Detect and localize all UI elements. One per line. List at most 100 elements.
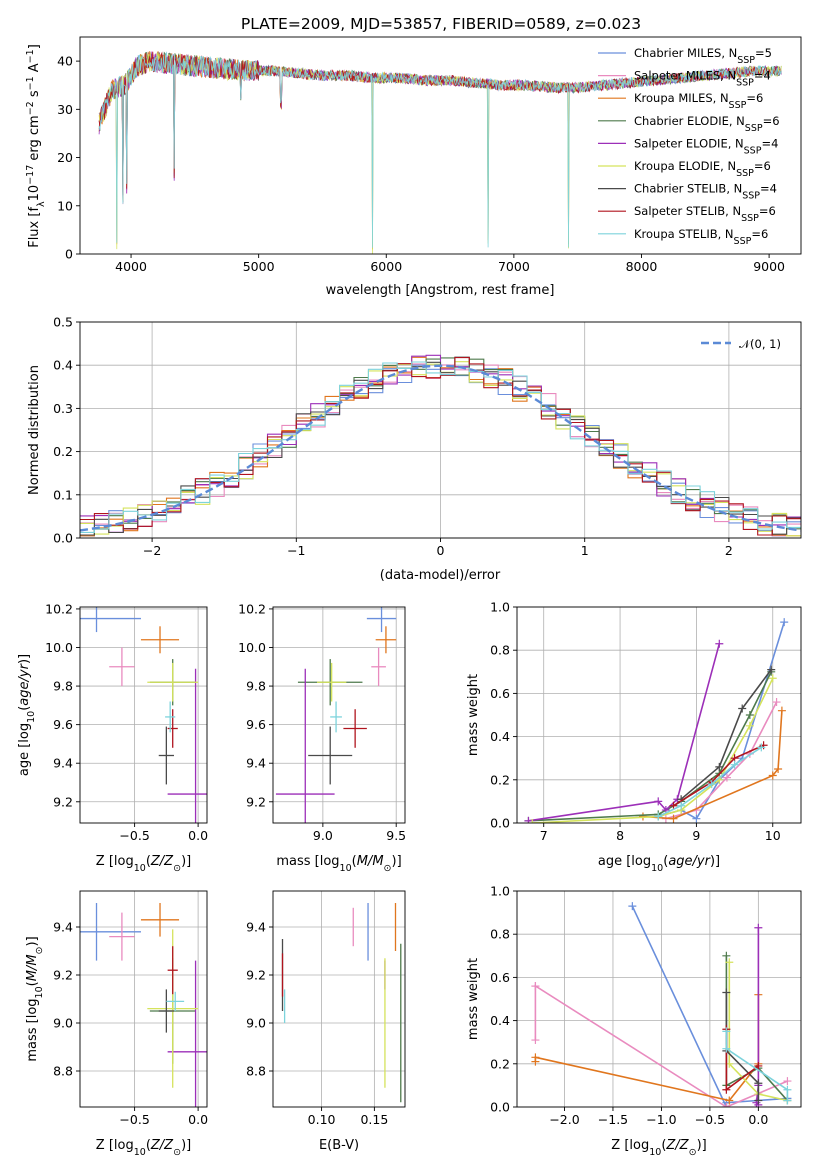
- plus-marker: [654, 812, 663, 821]
- plus-marker: [715, 762, 724, 771]
- y-axis-label: mass weight: [466, 674, 481, 756]
- axes-frame: [79, 890, 208, 1108]
- panel-mass-weight-vs-Z: −2.0 −1.5 −1.0 −0.5 0.0 0.0 0.2 0.4 0.6 0.8 1.0 Z […: [466, 884, 802, 1158]
- plus-marker: [669, 814, 678, 823]
- x-tick-label: 0.0: [188, 1112, 208, 1127]
- y-tick-label: 9.2: [246, 968, 266, 983]
- plus-marker: [738, 704, 747, 713]
- y-tick-label: 9.8: [246, 679, 266, 694]
- plus-marker: [722, 988, 731, 997]
- plus-marker: [669, 801, 678, 810]
- series-line: [725, 992, 760, 1101]
- plus-marker: [774, 765, 783, 773]
- plus-marker: [722, 951, 731, 960]
- plus-marker: [783, 1096, 792, 1105]
- x-axis-label: (data-model)/error: [380, 568, 501, 583]
- y-tick-label: 9.4: [246, 920, 266, 935]
- x-tick-label: −0.5: [119, 828, 149, 843]
- y-tick-label: 10.0: [238, 640, 266, 655]
- plus-marker: [730, 760, 739, 769]
- x-tick-label: 2: [725, 543, 733, 558]
- axes-frame: [79, 36, 802, 255]
- series-line: [528, 671, 772, 822]
- error-bar-point: [80, 903, 141, 961]
- y-tick-label: 0.4: [490, 1013, 510, 1028]
- plus-marker: [707, 780, 716, 789]
- error-bar-point: [330, 701, 342, 733]
- plus-marker: [524, 816, 533, 823]
- legend-label: Chabrier ELODIE, NSSP=6: [634, 114, 780, 134]
- x-tick-label: 6000: [370, 259, 402, 274]
- panel-mass-vs-EBV: 0.10 0.15 8.8 9.0 9.2 9.4 E(B-V): [246, 890, 406, 1153]
- error-bar-point: [80, 607, 141, 633]
- y-tick-label: 30: [57, 102, 73, 117]
- y-tick-label: 8.8: [53, 1064, 73, 1079]
- y-tick-label: 9.0: [53, 1016, 73, 1031]
- plus-marker: [777, 706, 786, 715]
- plus-marker: [772, 698, 781, 707]
- panel-mass-vs-Z: −0.5 0.0 8.8 9.0 9.2 9.4 Z [log10(Z/Z⊙)] mass […: [25, 890, 208, 1158]
- y-tick-label: 0.8: [490, 643, 510, 658]
- plot-area: [80, 903, 207, 1107]
- plot-area: [80, 354, 801, 537]
- plot-area: [531, 902, 792, 1107]
- y-tick-label: 9.2: [53, 968, 73, 983]
- axes-frame: [516, 890, 802, 1108]
- legend-label: Kroupa STELIB, NSSP=6: [634, 227, 768, 247]
- legend-label: Chabrier MILES, NSSP=5: [634, 46, 772, 66]
- plus-marker: [715, 639, 724, 648]
- y-tick-label: 10.2: [45, 601, 73, 616]
- x-tick-label: −1: [287, 543, 305, 558]
- panel-spectrum: 4000 5000 6000 7000 8000 9000 0 10 20 30 40 Chabrie…: [25, 36, 802, 298]
- legend-label: 𝒩(0, 1): [739, 337, 781, 351]
- x-axis-label: E(B-V): [319, 1138, 359, 1153]
- x-tick-label: 7: [540, 828, 548, 843]
- y-tick-label: 9.8: [53, 679, 73, 694]
- y-axis-label: age [log10(age/yr)]: [17, 654, 37, 776]
- x-tick-label: 9000: [753, 259, 785, 274]
- plus-marker: [745, 711, 754, 719]
- x-tick-label: 7000: [498, 259, 530, 274]
- plus-marker: [722, 773, 731, 782]
- plus-marker: [768, 771, 777, 780]
- plus-marker: [754, 923, 763, 932]
- error-bar-point: [167, 960, 207, 1107]
- error-bar-point: [140, 903, 180, 937]
- x-tick-label: −2.0: [549, 1112, 579, 1127]
- x-tick-label: −0.5: [119, 1112, 149, 1127]
- axes-frame: [272, 606, 406, 824]
- plus-marker: [780, 618, 789, 627]
- plot-area: [281, 903, 402, 1103]
- plus-marker: [628, 902, 637, 911]
- plus-marker: [767, 665, 776, 674]
- x-tick-label: −0.5: [695, 1112, 725, 1127]
- error-bar-point: [317, 662, 347, 702]
- x-tick-label: 9: [692, 828, 700, 843]
- y-tick-label: 0.6: [490, 970, 510, 985]
- y-tick-label: 0: [65, 247, 73, 262]
- y-tick-label: 0.2: [490, 1056, 510, 1071]
- y-tick-label: 0.2: [490, 772, 510, 787]
- x-axis-label: age [log10(age/yr)]: [598, 854, 720, 874]
- panel-age-vs-Z: −0.5 0.0 9.2 9.4 9.6 9.8 10.0 10.2 Z [log10(Z/Z⊙…: [17, 601, 208, 873]
- axes-frame: [79, 606, 208, 824]
- x-tick-label: −1.0: [646, 1112, 676, 1127]
- histogram-step: [80, 361, 801, 533]
- series-line: [680, 669, 772, 800]
- series-line: [642, 710, 783, 820]
- error-bar-point: [140, 626, 180, 654]
- x-axis-label: Z [log10(Z/Z⊙)]: [611, 1138, 706, 1158]
- y-tick-label: 10.0: [45, 640, 73, 655]
- series-line: [755, 927, 760, 1106]
- plus-marker: [725, 1096, 734, 1105]
- plus-marker: [722, 1044, 731, 1053]
- y-tick-label: 9.2: [246, 794, 266, 809]
- error-bar-point: [147, 662, 199, 702]
- legend-label: Salpeter ELODIE, NSSP=4: [634, 136, 778, 156]
- series-line: [673, 744, 764, 807]
- error-bar-point: [366, 607, 397, 633]
- plus-marker: [692, 814, 701, 823]
- plus-marker: [754, 1079, 763, 1088]
- y-tick-label: 1.0: [490, 884, 510, 899]
- y-tick-label: 0.4: [53, 358, 73, 373]
